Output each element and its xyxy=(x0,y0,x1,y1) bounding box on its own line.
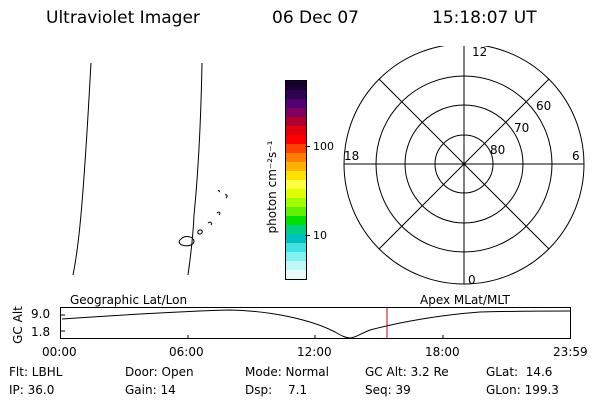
gc-alt-info: GC Alt: 3.2 Re xyxy=(365,365,449,379)
colorbar-swatch xyxy=(286,189,306,198)
lat-80-label: 80 xyxy=(490,143,505,157)
colorbar-tick-100: 100 xyxy=(313,140,334,153)
colorbar-swatch xyxy=(286,270,306,279)
colorbar-swatch xyxy=(286,180,306,189)
left-coastline xyxy=(72,62,92,276)
colorbar-swatch xyxy=(286,99,306,108)
island-large xyxy=(178,236,195,247)
seq-info: Seq: 39 xyxy=(365,383,411,397)
mode-info: Mode: Normal xyxy=(245,365,329,379)
colorbar-swatch xyxy=(286,81,306,90)
colorbar-unit-label: photon cm⁻²s⁻¹ xyxy=(265,140,279,234)
colorbar-tick-100-mark xyxy=(305,146,310,147)
gc-alt-high-tick: 9.0 xyxy=(31,307,51,321)
timeline-label-2359: 23:59 xyxy=(553,345,588,359)
door-info: Door: Open xyxy=(125,365,194,379)
colorbar-tick-10-mark xyxy=(305,235,310,236)
colorbar-swatch xyxy=(286,225,306,234)
dsp-value: 7.1 xyxy=(288,383,308,397)
mlt-0-label: 0 xyxy=(468,273,476,287)
colorbar-swatch xyxy=(286,234,306,243)
date-label: 06 Dec 07 xyxy=(272,8,359,28)
mlt-6-label: 6 xyxy=(572,149,580,163)
timeline-label-1200: 12:00 xyxy=(297,345,332,359)
colorbar-swatch xyxy=(286,135,306,144)
glat-info: GLat: 14.6 xyxy=(486,365,553,379)
mlt-12-label: 12 xyxy=(472,46,487,59)
mlt-18-label: 18 xyxy=(344,149,359,163)
colorbar-swatch xyxy=(286,90,306,99)
glon-info: GLon: 199.3 xyxy=(486,383,559,397)
colorbar-swatch xyxy=(286,171,306,180)
colorbar-swatch xyxy=(286,162,306,171)
colorbar-swatch xyxy=(286,144,306,153)
gain-info: Gain: 14 xyxy=(125,383,176,397)
apex-mlat-mlt-label: Apex MLat/MLT xyxy=(420,293,510,307)
intensity-colorbar xyxy=(285,80,307,280)
colorbar-swatch xyxy=(286,216,306,225)
gc-altitude-curve xyxy=(61,309,571,339)
polar-mlt-plot: 12 18 6 0 60 70 80 xyxy=(343,46,585,287)
geographic-image-panel xyxy=(72,62,228,276)
gc-alt-axis-label: GC Alt xyxy=(11,306,25,344)
island-small-d xyxy=(217,190,228,199)
gc-alt-low-tick: 1.8 xyxy=(31,325,51,339)
time-label: 15:18:07 UT xyxy=(432,8,537,28)
colorbar-swatch xyxy=(286,198,306,207)
colorbar-swatch xyxy=(286,108,306,117)
colorbar-swatch xyxy=(286,252,306,261)
lat-70-label: 70 xyxy=(514,121,529,135)
island-small-a xyxy=(197,229,203,235)
island-small-b xyxy=(207,221,213,226)
island-small-c xyxy=(216,211,221,216)
timeline-label-1800: 18:00 xyxy=(425,345,460,359)
dsp-label: Dsp: xyxy=(245,383,273,397)
colorbar-swatch xyxy=(286,243,306,252)
geographic-latlon-label: Geographic Lat/Lon xyxy=(70,293,188,307)
colorbar-swatch xyxy=(286,153,306,162)
orbit-altitude-timeline xyxy=(60,307,571,339)
filter-info: Flt: LBHL xyxy=(9,365,63,379)
timeline-label-0000: 00:00 xyxy=(42,345,77,359)
right-coastline xyxy=(187,62,203,276)
colorbar-swatch xyxy=(286,207,306,216)
polar-diagonal-b xyxy=(378,78,550,250)
instrument-title: Ultraviolet Imager xyxy=(46,8,200,28)
timeline-label-0600: 06:00 xyxy=(169,345,204,359)
colorbar-swatch xyxy=(286,117,306,126)
lat-60-label: 60 xyxy=(536,99,551,113)
colorbar-tick-10: 10 xyxy=(313,229,327,242)
colorbar-swatch xyxy=(286,261,306,270)
colorbar-swatch xyxy=(286,126,306,135)
ip-info: IP: 36.0 xyxy=(9,383,55,397)
